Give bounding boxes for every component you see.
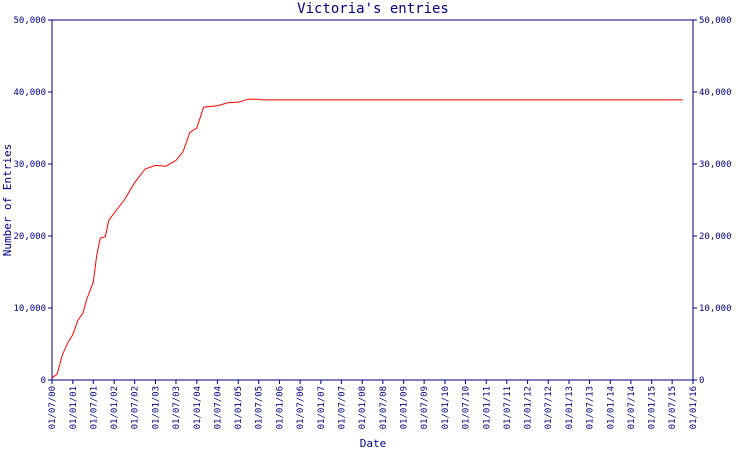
y2-tick-label: 20,000 <box>699 232 732 242</box>
x-tick-label: 01/01/12 <box>524 386 534 429</box>
x-tick-label: 01/01/02 <box>110 386 120 429</box>
x-tick-label: 01/07/05 <box>255 386 265 429</box>
x-tick-label: 01/01/04 <box>193 386 203 429</box>
y2-tick-label: 50,000 <box>699 16 732 26</box>
x-tick-label: 01/01/13 <box>565 386 575 429</box>
x-tick-label: 01/07/13 <box>586 386 596 429</box>
x-tick-label: 01/07/11 <box>503 386 513 429</box>
x-tick-label: 01/01/16 <box>689 386 699 429</box>
x-tick-label: 01/01/01 <box>69 386 79 429</box>
y-axis-label: Number of Entries <box>1 144 14 257</box>
x-tick-label: 01/01/05 <box>234 386 244 429</box>
x-tick-label: 01/01/11 <box>482 386 492 429</box>
x-tick-label: 01/07/10 <box>461 386 471 429</box>
x-tick-label: 01/01/08 <box>358 386 368 429</box>
x-tick-label: 01/01/15 <box>648 386 658 429</box>
x-tick-label: 01/01/07 <box>317 386 327 429</box>
x-tick-label: 01/07/14 <box>627 386 637 429</box>
y2-tick-label: 40,000 <box>699 88 732 98</box>
x-tick-label: 01/07/02 <box>131 386 141 429</box>
plot-frame <box>51 19 694 381</box>
x-tick-label: 01/07/03 <box>172 386 182 429</box>
x-tick-label: 01/07/15 <box>668 386 678 429</box>
x-tick-label: 01/07/01 <box>89 386 99 429</box>
x-tick-label: 01/01/06 <box>276 386 286 429</box>
x-tick-label: 01/07/08 <box>379 386 389 429</box>
x-tick-label: 01/01/14 <box>606 386 616 429</box>
y-tick-label: 40,000 <box>13 88 46 98</box>
x-axis-label: Date <box>360 437 387 450</box>
x-tick-label: 01/07/00 <box>48 386 58 429</box>
x-tick-label: 01/07/06 <box>296 386 306 429</box>
x-tick-label: 01/01/03 <box>151 386 161 429</box>
x-tick-label: 01/07/07 <box>337 386 347 429</box>
chart-title: Victoria's entries <box>297 1 449 17</box>
x-tick-label: 01/01/10 <box>441 386 451 429</box>
y-tick-label: 50,000 <box>13 16 46 26</box>
x-tick-label: 01/07/04 <box>213 386 223 429</box>
x-tick-label: 01/01/09 <box>400 386 410 429</box>
y-tick-label: 30,000 <box>13 160 46 170</box>
y-tick-label: 0 <box>41 376 46 386</box>
y2-tick-label: 30,000 <box>699 160 732 170</box>
x-tick-label: 01/07/12 <box>544 386 554 429</box>
data-line <box>51 98 683 379</box>
y2-tick-label: 0 <box>699 376 704 386</box>
y-tick-label: 20,000 <box>13 232 46 242</box>
y-tick-label: 10,000 <box>13 304 46 314</box>
y2-tick-label: 10,000 <box>699 304 732 314</box>
x-tick-label: 01/07/09 <box>420 386 430 429</box>
